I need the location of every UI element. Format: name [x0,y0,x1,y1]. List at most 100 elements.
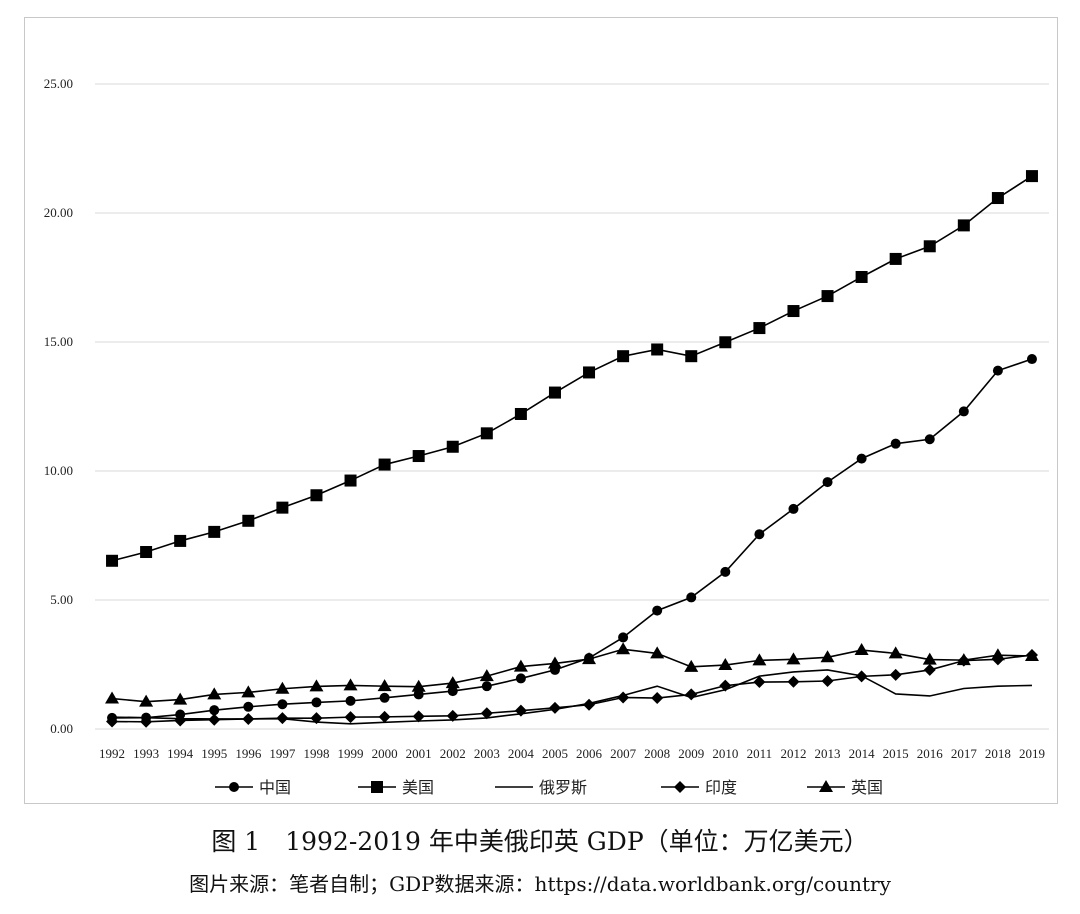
data-point [651,343,664,356]
data-point [174,534,187,547]
data-point [343,678,358,691]
data-point [547,656,562,669]
x-tick-label: 2013 [815,746,841,761]
legend-label: 印度 [705,778,737,797]
data-point [992,365,1003,376]
x-tick-label: 2004 [508,746,535,761]
series-line [111,648,1032,703]
data-point [890,438,901,449]
x-tick-label: 2001 [406,746,432,761]
x-tick-label: 2009 [678,746,704,761]
data-point [378,710,391,723]
x-tick-label: 1999 [338,746,364,761]
data-point [753,322,766,335]
data-point [241,685,256,698]
data-point [447,686,458,697]
data-point [990,648,1005,661]
data-point [786,652,801,665]
legend-marker [229,782,239,792]
axes: 0.00 5.00 10.00 15.00 20.00 25.00 1992 1993 1994… [44,76,1045,761]
line-chart: 0.00 5.00 10.00 15.00 20.00 25.00 1992 1993 1994… [44,76,1049,797]
x-tick-label: 1996 [235,746,261,761]
data-point [310,712,323,725]
data-point [956,653,971,666]
x-tick-label: 2015 [883,746,909,761]
data-point [650,646,665,659]
data-point [276,712,289,725]
data-point [208,713,221,726]
data-point [787,675,800,688]
data-point [379,692,390,703]
legend-item: 美国 [358,778,434,797]
source-note: 图片来源：笔者自制；GDP数据来源：https://data.worldbank… [189,872,891,896]
x-tick-label: 2003 [474,746,500,761]
x-tick-label: 2007 [610,746,637,761]
x-tick-label: 2008 [644,746,670,761]
data-point [854,643,869,656]
data-point [685,350,698,363]
data-point [548,701,561,714]
data-point [209,705,220,716]
data-point [140,715,153,728]
data-point [275,681,290,694]
data-point [208,525,221,538]
data-point [1026,354,1037,365]
data-point [173,692,188,705]
data-point [309,679,324,692]
data-point [344,711,357,724]
legend-marker [371,781,383,793]
data-point [820,650,835,663]
data-point [821,675,834,688]
series-1 [106,170,1038,567]
data-point [923,663,936,676]
x-tick-label: 1998 [303,746,329,761]
x-tick-label: 1994 [167,746,194,761]
data-point [515,673,526,684]
series-line [111,175,1033,562]
data-point [207,687,222,700]
data-point [856,453,867,464]
data-point [140,546,153,559]
data-point [888,646,903,659]
x-tick-label: 2017 [951,746,978,761]
data-point [242,712,255,725]
data-point [822,477,833,488]
x-tick-label: 1993 [133,746,159,761]
legend: 中国 美国 俄罗斯 印度 英国 [215,778,883,797]
legend-label: 英国 [851,778,883,797]
y-tick-label: 15.00 [44,334,73,349]
data-point [276,501,289,514]
data-point [686,592,697,603]
data-point [139,694,154,707]
data-point [685,688,698,701]
x-tick-label: 2005 [542,746,568,761]
data-point [242,514,255,527]
data-point [378,458,391,471]
series-line [112,358,1033,719]
data-point [754,529,765,540]
legend-item: 英国 [807,778,883,797]
data-point [922,652,937,665]
data-point [345,695,356,706]
x-tick-label: 2010 [712,746,738,761]
data-point [106,715,119,728]
data-point [411,679,426,692]
data-point [720,566,731,577]
data-point [821,290,834,303]
data-point [618,632,629,643]
legend-marker [819,780,833,792]
chart-frame: 0.00 5.00 10.00 15.00 20.00 25.00 1992 1993 1994… [24,17,1058,804]
data-point [684,659,699,672]
data-point [445,676,460,689]
data-point [548,386,561,399]
data-point [889,668,902,681]
data-point [412,710,425,723]
data-point [788,503,799,514]
legend-item: 中国 [215,778,291,797]
data-point [855,270,868,283]
data-point [105,691,120,704]
data-point [787,305,800,318]
x-tick-label: 2012 [780,746,806,761]
x-tick-label: 2014 [849,746,876,761]
y-tick-label: 20.00 [44,205,73,220]
